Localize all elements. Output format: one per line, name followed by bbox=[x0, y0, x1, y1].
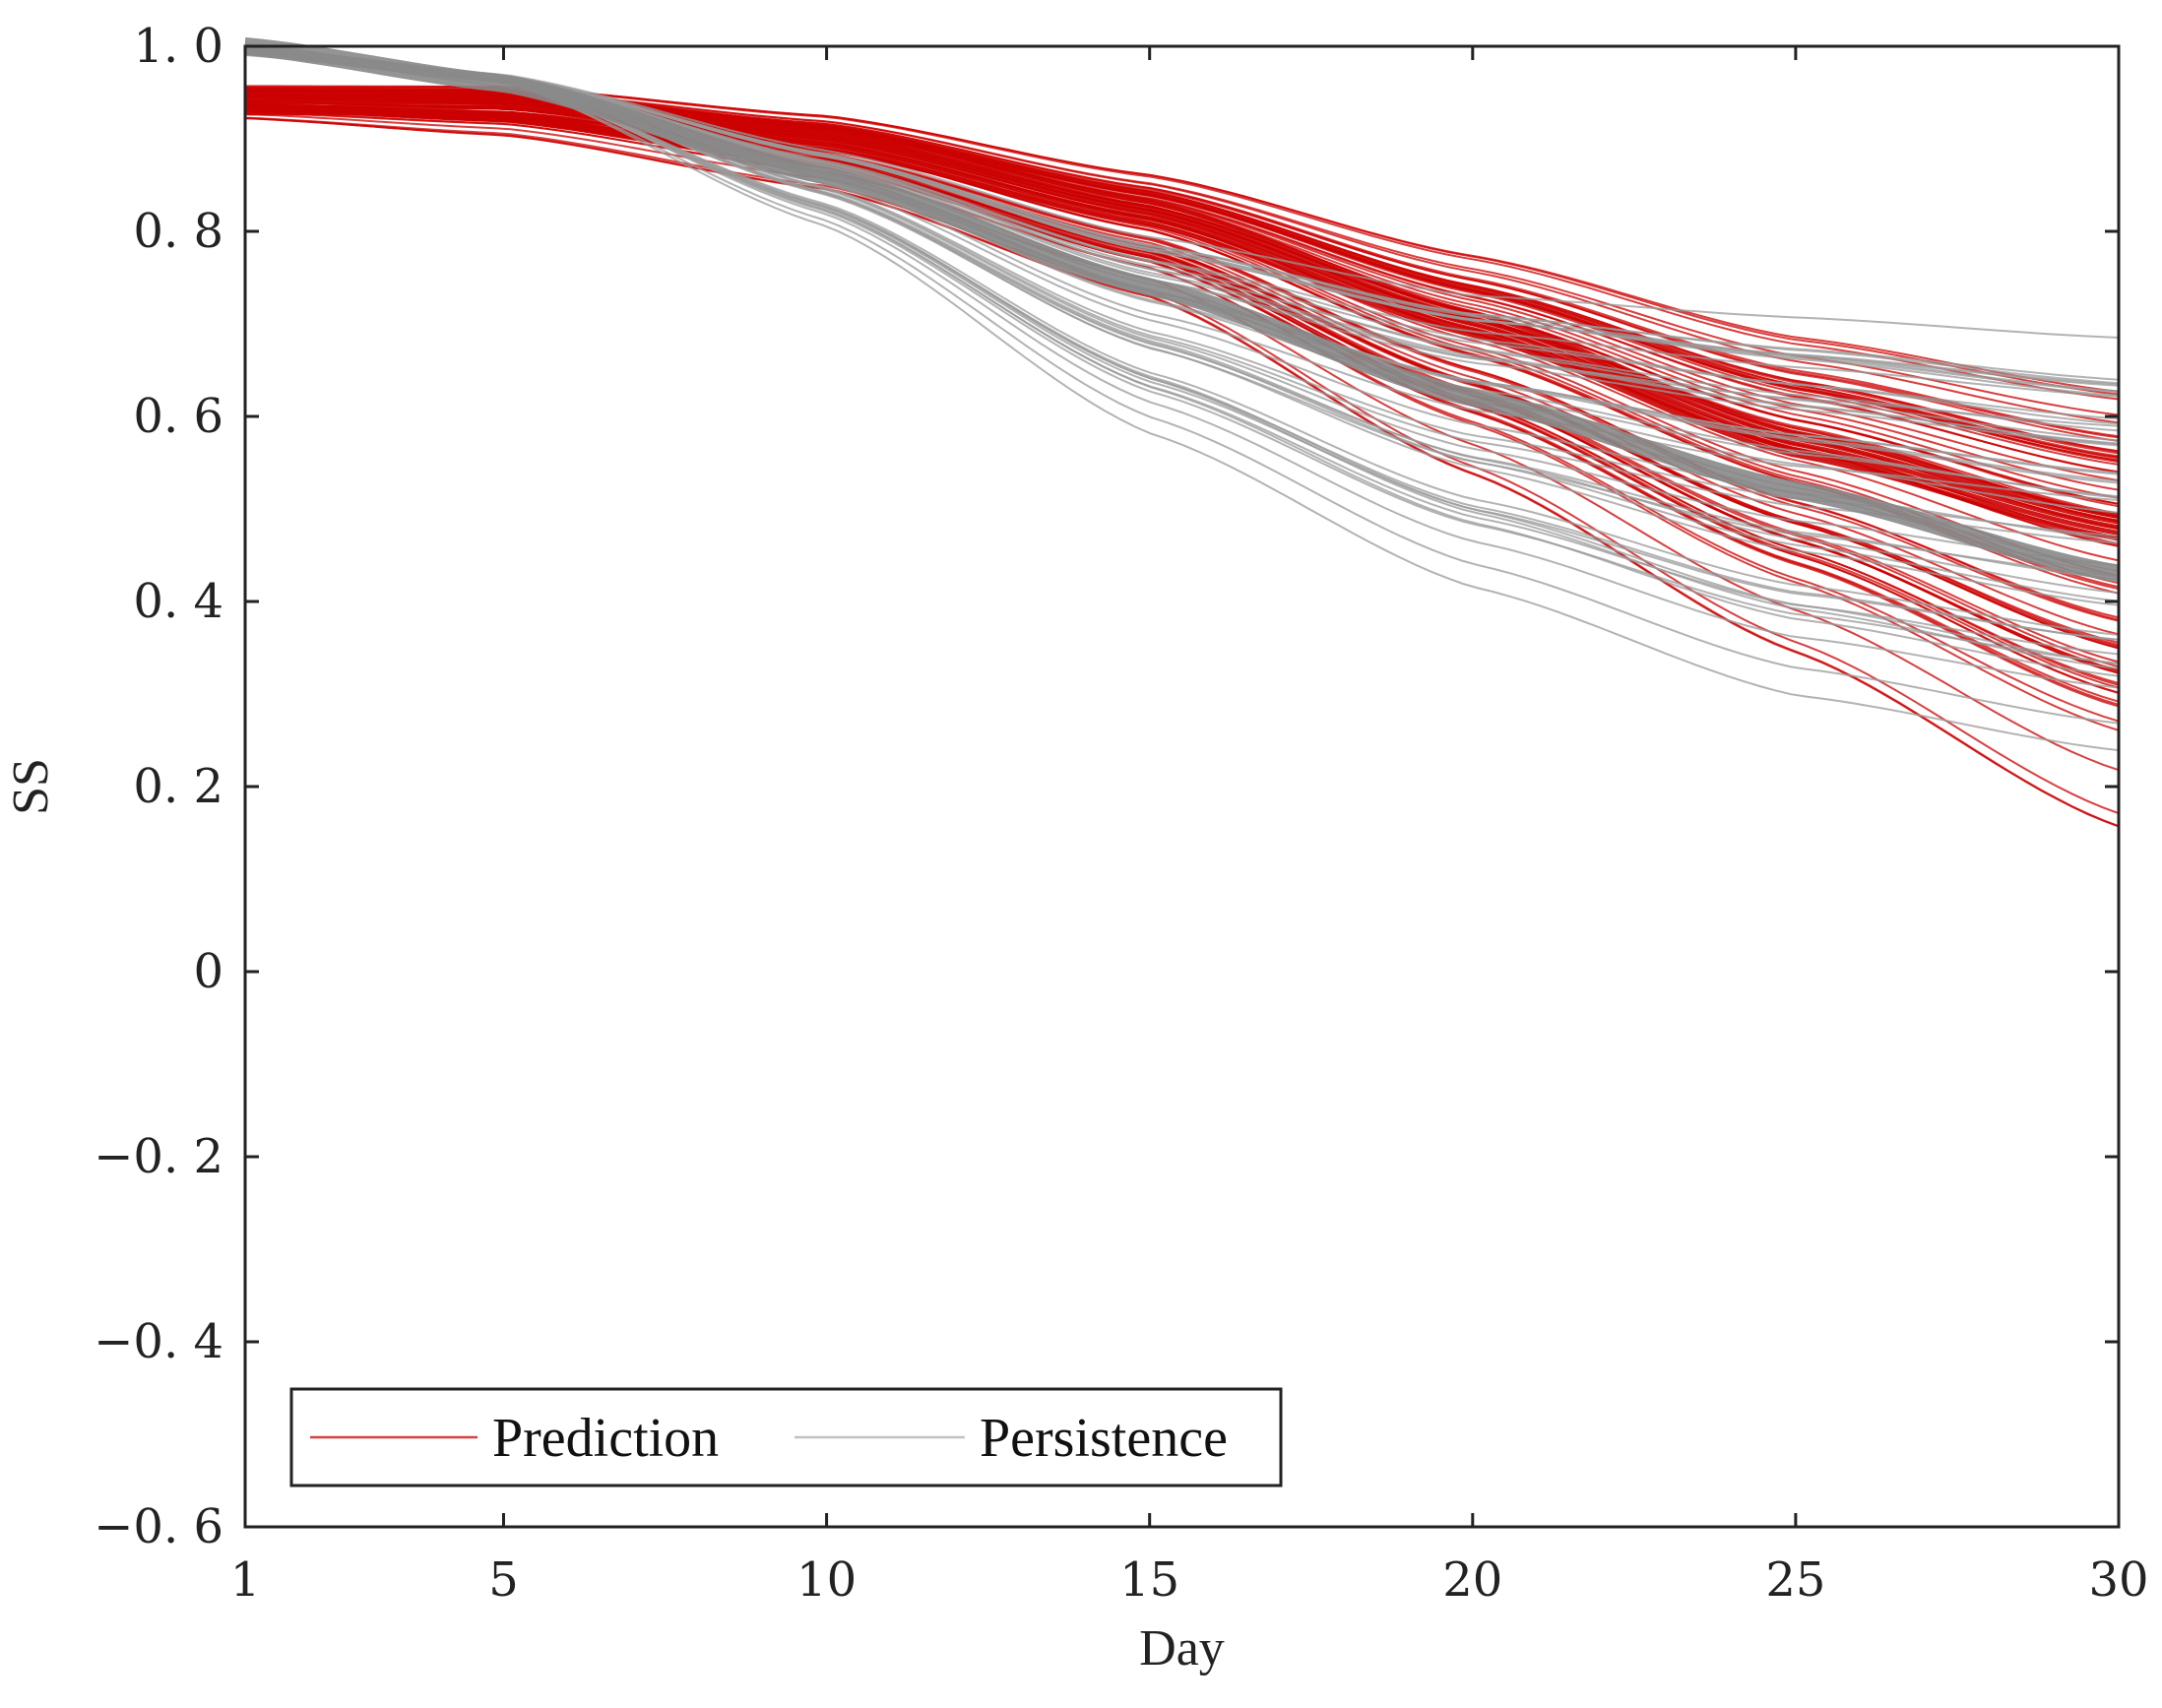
prediction-dense-line-1 bbox=[245, 110, 2120, 541]
x-tick-label: 20 bbox=[1442, 1552, 1502, 1608]
x-axis-title: Day bbox=[1139, 1620, 1225, 1676]
prediction-line-38 bbox=[244, 91, 2120, 464]
x-tick-label: 10 bbox=[796, 1552, 857, 1608]
x-tick-label: 30 bbox=[2088, 1552, 2148, 1608]
y-tick-label: 0. 2 bbox=[133, 759, 223, 814]
series-lines bbox=[244, 36, 2120, 828]
x-tick-label: 15 bbox=[1119, 1552, 1179, 1608]
x-tick-label: 5 bbox=[488, 1552, 519, 1608]
y-axis-title: SS bbox=[3, 758, 59, 815]
prediction-line-37 bbox=[244, 104, 2120, 644]
persistence-dense-line-2 bbox=[244, 42, 2120, 578]
persistence-line-26 bbox=[244, 51, 2120, 677]
prediction-line-47 bbox=[244, 104, 2120, 648]
y-tick-label: 0. 6 bbox=[133, 389, 223, 444]
prediction-dense-line-3 bbox=[245, 98, 2120, 531]
persistence-dense-line-3 bbox=[244, 36, 2120, 572]
prediction-line-41 bbox=[244, 97, 2120, 547]
persistence-line-45 bbox=[244, 45, 2120, 387]
prediction-line-39 bbox=[244, 116, 2120, 815]
persistence-dense-line-1 bbox=[244, 48, 2120, 583]
y-tick-label: 1. 0 bbox=[133, 19, 223, 74]
legend: Prediction Persistence bbox=[289, 1387, 1283, 1487]
prediction-line-52 bbox=[244, 99, 2120, 595]
legend-label-persistence: Persistence bbox=[980, 1408, 1228, 1469]
prediction-line-57 bbox=[244, 108, 2120, 694]
y-tick-label: −0. 6 bbox=[94, 1499, 223, 1554]
x-tick-label: 25 bbox=[1765, 1552, 1825, 1608]
y-tick-label: −0. 4 bbox=[94, 1314, 223, 1369]
y-tick-label: 0. 4 bbox=[133, 574, 223, 629]
legend-label-prediction: Prediction bbox=[492, 1408, 719, 1469]
axis-tick-labels: 1 5 10 15 20 25 301. 00. 80. 60. 40. 20−0. 2−0… bbox=[94, 19, 2148, 1608]
axis-ticks bbox=[243, 44, 2121, 1529]
x-tick-label: 1 bbox=[230, 1552, 261, 1608]
y-tick-label: 0. 8 bbox=[133, 204, 223, 259]
y-tick-label: −0. 2 bbox=[94, 1129, 223, 1184]
prediction-line-61 bbox=[244, 106, 2120, 671]
y-tick-label: 0 bbox=[193, 944, 223, 999]
